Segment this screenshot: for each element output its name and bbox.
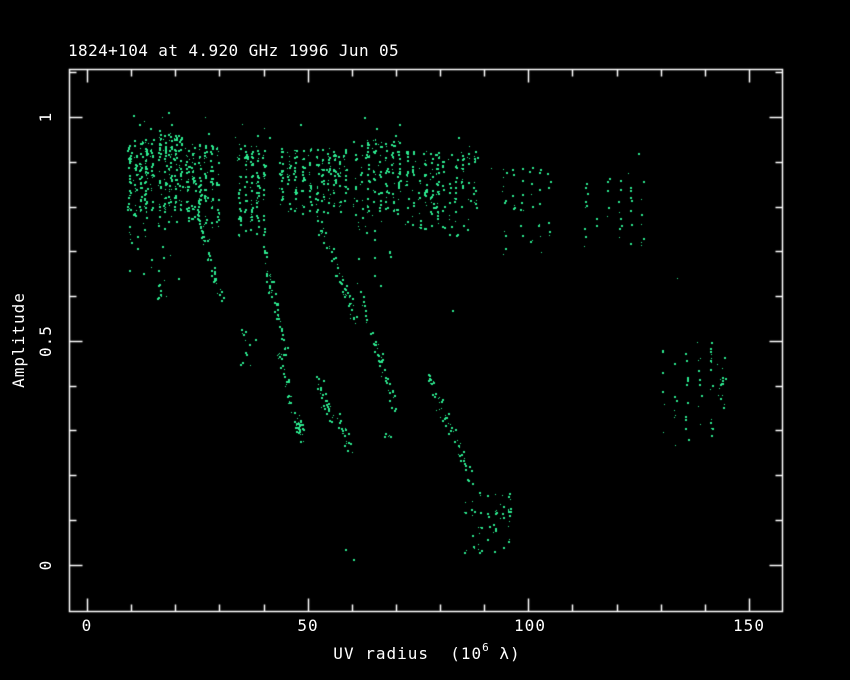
x-tick-label-50: 50: [297, 616, 319, 635]
y-axis-label: Amplitude: [9, 292, 28, 388]
x-axis-label-text: UV radius (10: [333, 644, 483, 664]
x-axis-label-superscript: 6: [482, 640, 489, 654]
plot-title: 1824+104 at 4.920 GHz 1996 Jun 05: [68, 41, 400, 60]
x-tick-label-0: 0: [81, 616, 93, 635]
y-tick-label-0: 0: [36, 559, 55, 571]
x-tick-label-150: 150: [733, 616, 765, 635]
x-axis-label-lambda: λ): [488, 644, 521, 664]
x-tick-label-100: 100: [514, 616, 546, 635]
y-tick-label-0p5: 0.5: [36, 325, 55, 357]
x-axis-label: UV radius (106 λ): [333, 640, 521, 664]
y-tick-label-1: 1: [36, 111, 55, 123]
